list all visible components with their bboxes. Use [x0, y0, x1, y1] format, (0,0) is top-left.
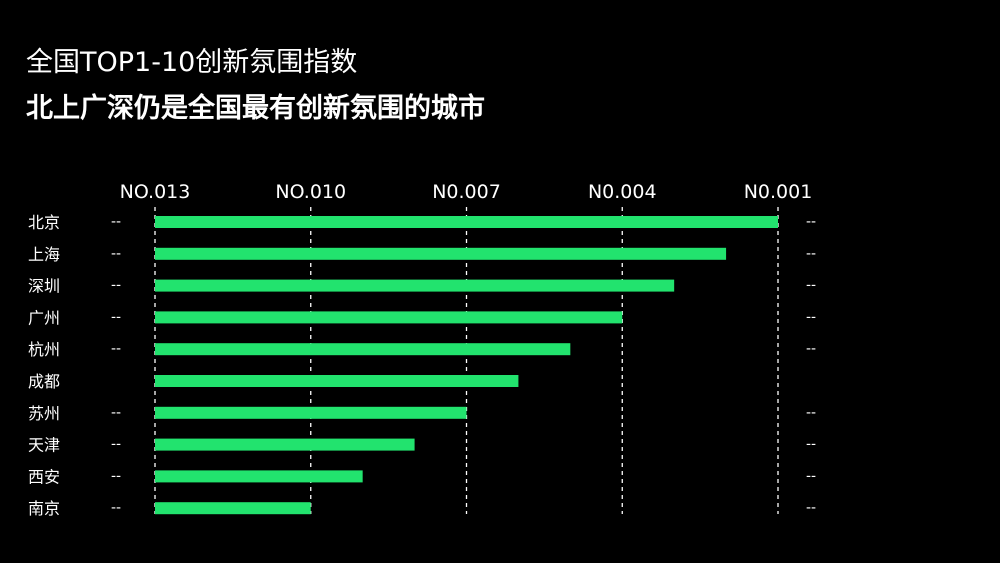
left-marker: --: [111, 437, 121, 453]
left-marker: --: [111, 341, 121, 357]
x-tick-label: NO.010: [275, 181, 346, 203]
right-marker: --: [806, 437, 816, 453]
category-label: 上海: [28, 245, 60, 264]
left-marker: --: [111, 246, 121, 262]
x-tick-label: NO.013: [120, 181, 191, 203]
right-marker: --: [806, 341, 816, 357]
bar-苏州: [155, 406, 467, 419]
right-marker: --: [806, 309, 816, 325]
bar-广州: [155, 311, 623, 324]
x-tick-label: N0.007: [432, 181, 501, 203]
bar-深圳: [155, 279, 675, 292]
right-marker: --: [806, 468, 816, 484]
category-label: 西安: [28, 467, 60, 486]
chart-subtitle: 北上广深仍是全国最有创新氛围的城市: [26, 93, 485, 124]
category-label: 南京: [28, 499, 60, 518]
x-tick-label: N0.004: [588, 181, 657, 203]
bar-南京: [155, 502, 311, 515]
right-marker: --: [806, 214, 816, 230]
bar-北京: [155, 216, 778, 228]
right-marker: --: [806, 246, 816, 262]
bar-成都: [155, 375, 519, 387]
left-marker: --: [111, 500, 121, 516]
bar-天津: [155, 438, 415, 451]
category-label: 深圳: [28, 277, 60, 296]
chart-title: 全国TOP1-10创新氛围指数: [26, 47, 358, 78]
left-marker: --: [111, 309, 121, 325]
left-marker: --: [111, 405, 121, 421]
right-marker: --: [806, 278, 816, 294]
category-label: 天津: [28, 436, 60, 455]
left-marker: --: [111, 468, 121, 484]
right-marker: --: [806, 500, 816, 516]
bar-上海: [155, 247, 727, 260]
category-label: 广州: [28, 308, 60, 327]
right-marker: --: [806, 405, 816, 421]
x-tick-label: N0.001: [744, 181, 813, 203]
category-label: 成都: [28, 372, 60, 391]
bar-西安: [155, 470, 363, 483]
category-label: 苏州: [28, 404, 60, 423]
bar-杭州: [155, 343, 571, 356]
left-marker: --: [111, 214, 121, 230]
category-label: 杭州: [28, 340, 60, 359]
category-label: 北京: [28, 213, 60, 232]
left-marker: --: [111, 278, 121, 294]
